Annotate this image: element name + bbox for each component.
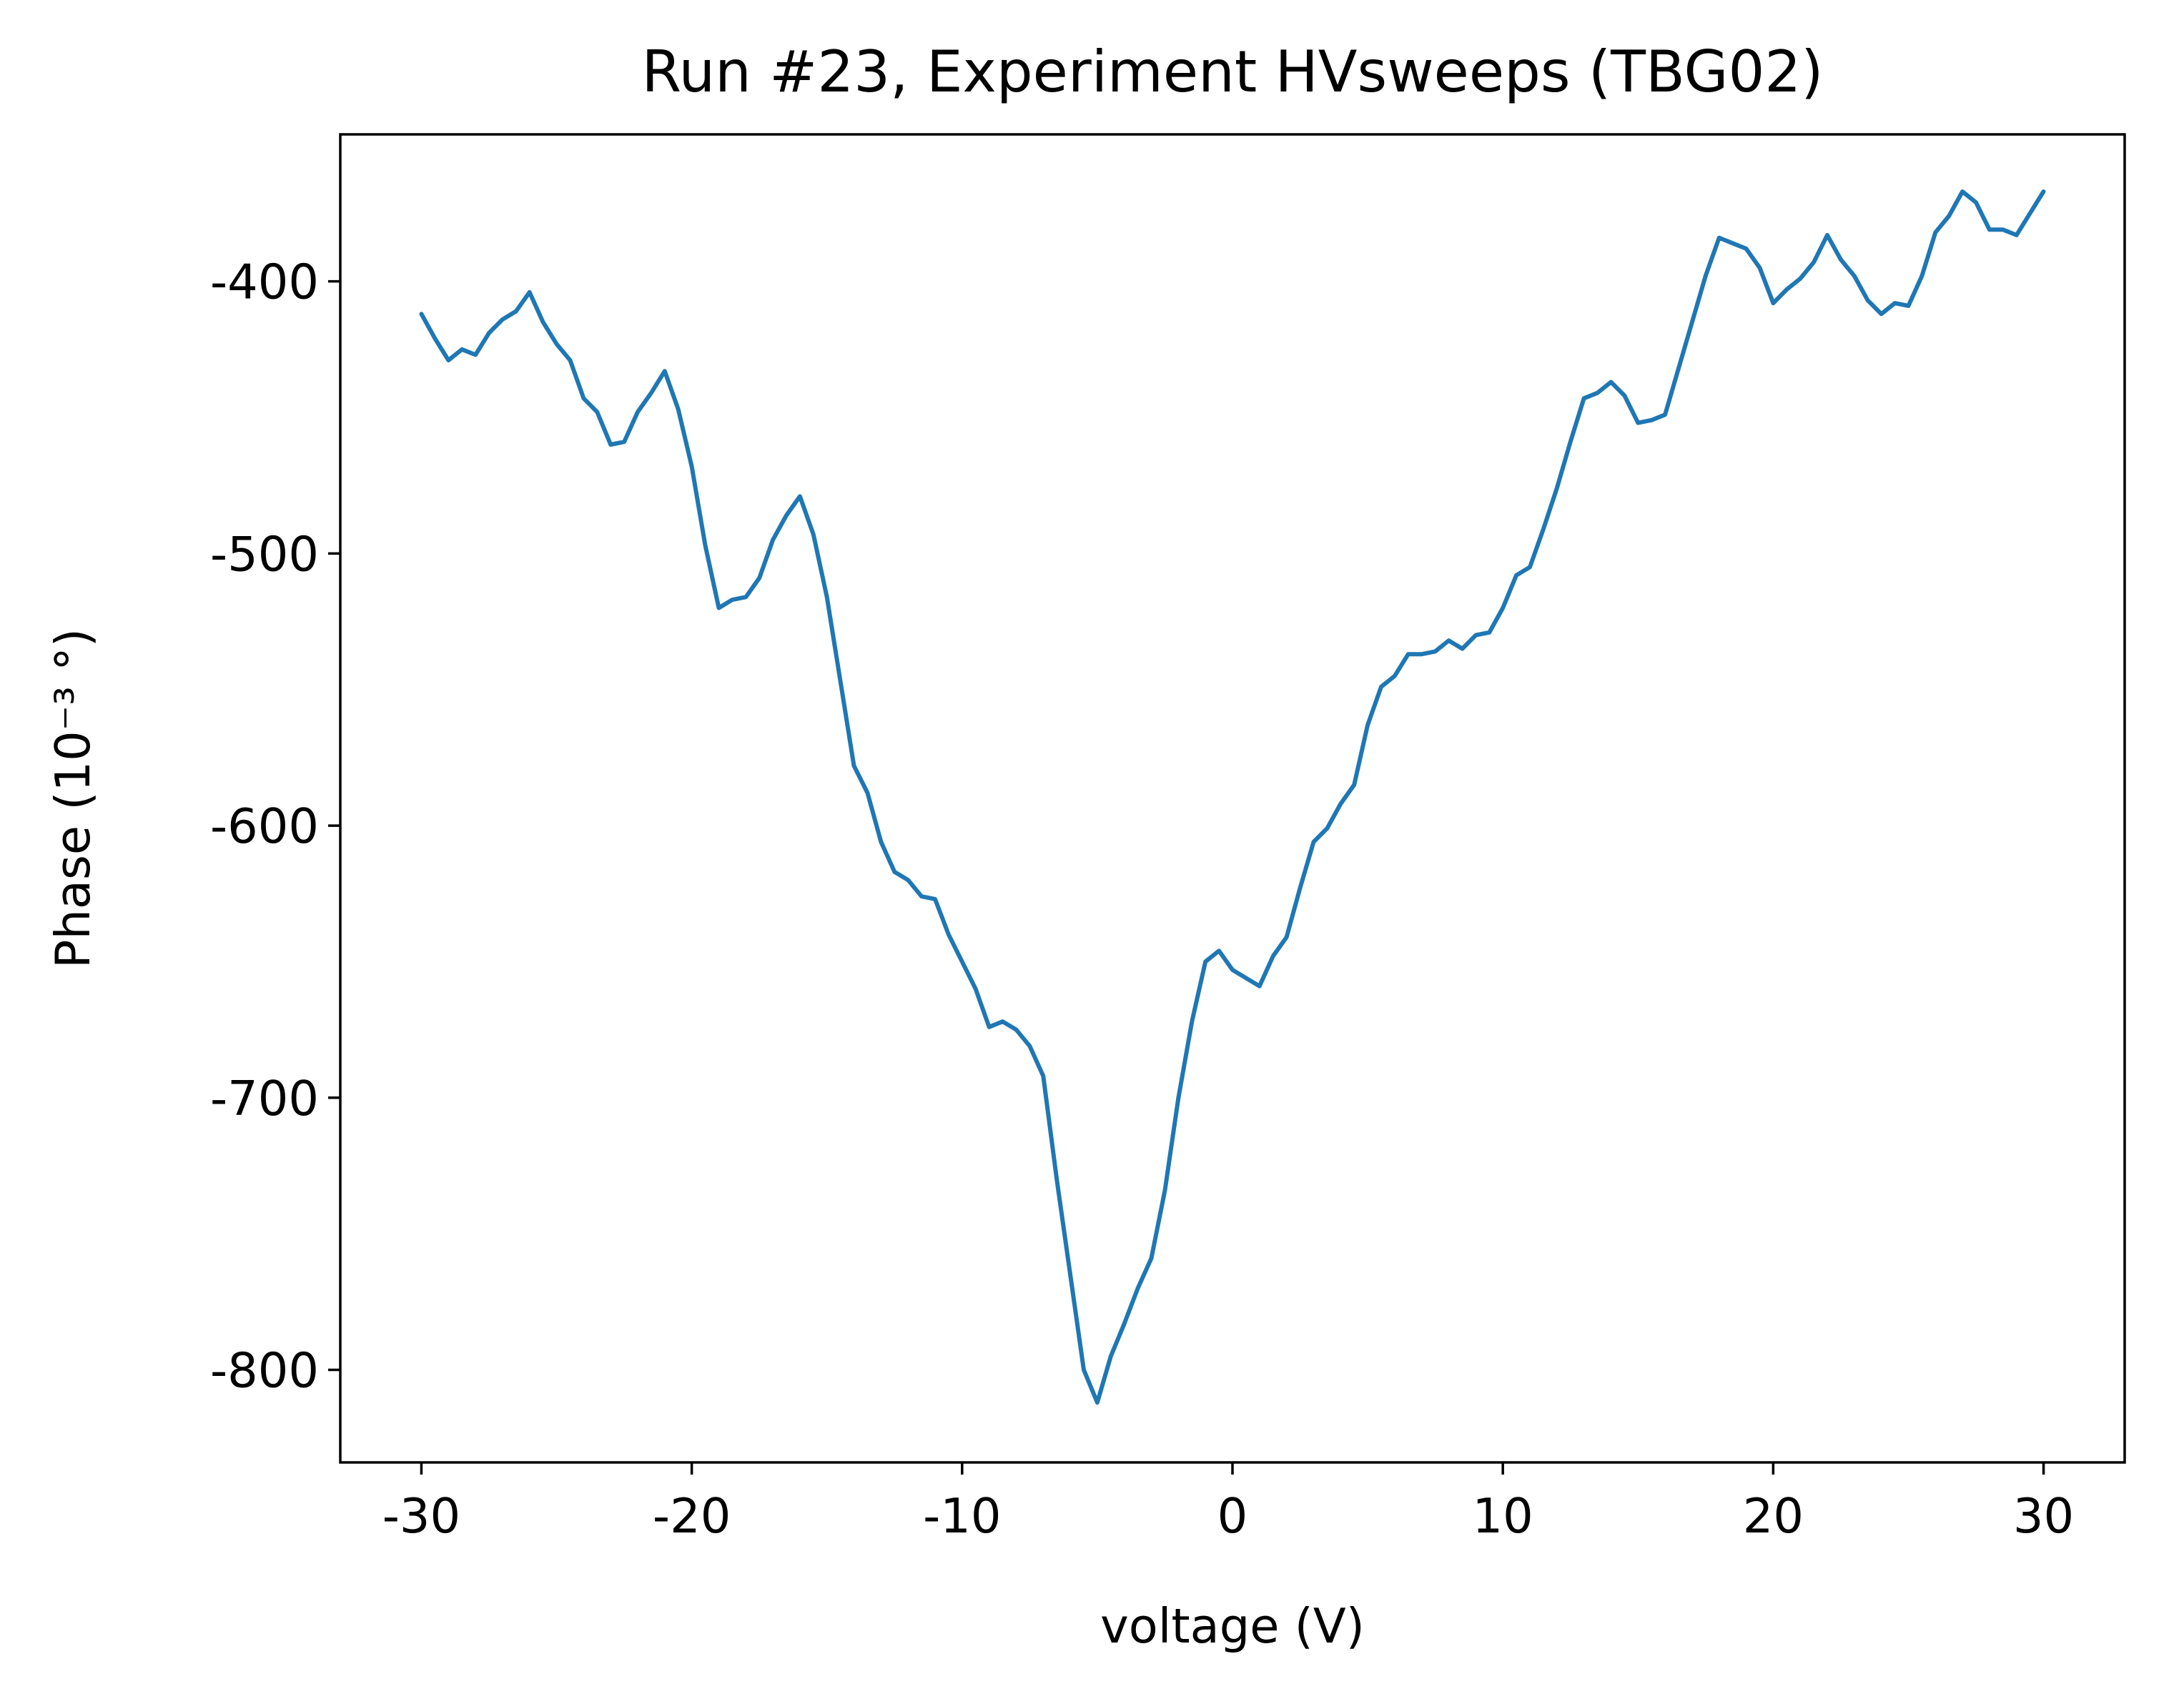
x-tick-label: -10 (923, 1488, 1001, 1544)
chart-title: Run #23, Experiment HVsweeps (TBG02) (641, 39, 1823, 105)
x-tick-label: 30 (2013, 1488, 2074, 1544)
series-line (419, 189, 2046, 1405)
y-axis-label: Phase (10⁻³ °) (45, 628, 101, 969)
x-tick-label: 20 (1743, 1488, 1804, 1544)
x-axis-label: voltage (V) (1100, 1598, 1365, 1654)
plot-frame (339, 133, 2126, 1464)
data-points (421, 191, 2044, 1403)
y-axis-ticks: -400 -500 -600 -700 -800 (210, 254, 340, 1399)
y-tick-label: -700 (210, 1071, 319, 1126)
x-tick-label: 10 (1473, 1488, 1533, 1544)
y-tick-label: -400 (210, 254, 319, 310)
x-tick-label: -20 (653, 1488, 731, 1544)
y-tick-label: -800 (210, 1343, 319, 1399)
x-axis-ticks: -30 -20 -10 0 10 20 30 (382, 1462, 2074, 1544)
y-tick-label: -500 (210, 526, 319, 582)
y-tick-label: -600 (210, 798, 319, 854)
x-tick-label: -30 (382, 1488, 460, 1544)
x-tick-label: 0 (1217, 1488, 1248, 1544)
